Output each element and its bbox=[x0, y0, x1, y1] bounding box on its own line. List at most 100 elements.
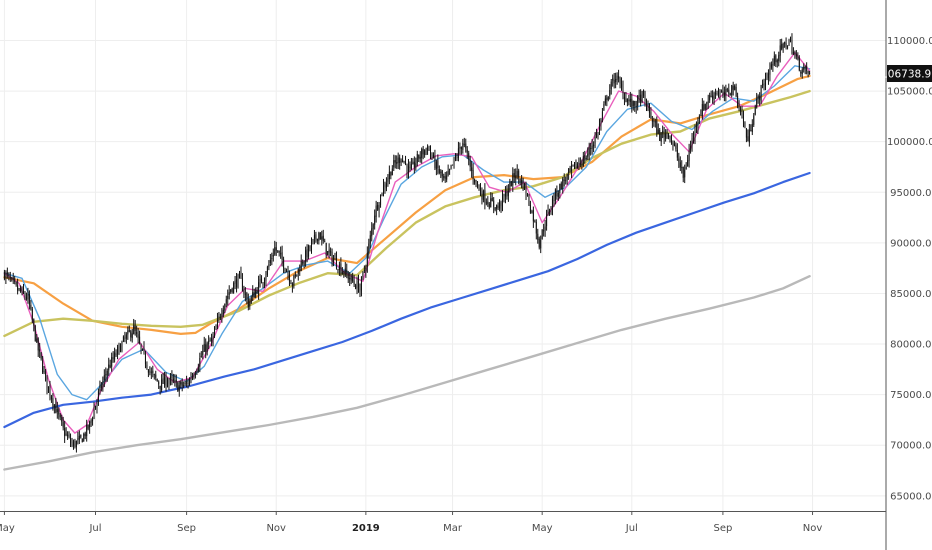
candle-body bbox=[584, 155, 586, 161]
candle-body bbox=[481, 193, 483, 200]
candle-body bbox=[191, 375, 193, 380]
candle-body bbox=[302, 262, 304, 264]
candle-body bbox=[303, 261, 305, 265]
candle-body bbox=[576, 164, 578, 169]
candle-body bbox=[121, 341, 123, 351]
candle-body bbox=[591, 145, 593, 150]
candle-body bbox=[140, 344, 142, 348]
candle-body bbox=[172, 378, 174, 381]
candle-body bbox=[750, 129, 752, 131]
candle-body bbox=[380, 194, 382, 205]
candle-body bbox=[716, 93, 718, 95]
price-tick-label: 70000.00 bbox=[890, 441, 932, 452]
candle-body bbox=[128, 329, 130, 332]
candle-body bbox=[372, 224, 374, 229]
candle-body bbox=[446, 175, 448, 180]
candle-body bbox=[374, 215, 376, 225]
candle-body bbox=[119, 346, 121, 353]
candle-body bbox=[353, 280, 355, 285]
candle-body bbox=[45, 371, 47, 376]
candle-body bbox=[798, 57, 800, 71]
candle-body bbox=[93, 409, 95, 419]
candle-body bbox=[331, 251, 333, 263]
candle-body bbox=[233, 283, 235, 293]
candle-body bbox=[186, 382, 188, 384]
candle-body bbox=[672, 142, 674, 145]
candle-body bbox=[167, 383, 169, 386]
candle-body bbox=[538, 238, 540, 248]
candle-body bbox=[215, 327, 217, 330]
candle-body bbox=[139, 336, 141, 344]
candle-body bbox=[453, 157, 455, 165]
candle-body bbox=[800, 72, 802, 74]
moving-average-line bbox=[3, 275, 811, 471]
candle-body bbox=[537, 233, 539, 240]
candle-body bbox=[256, 290, 258, 294]
candle-body bbox=[402, 159, 404, 163]
candle-body bbox=[491, 197, 493, 202]
candle-body bbox=[435, 161, 437, 169]
candle-body bbox=[421, 149, 423, 158]
candle-body bbox=[244, 293, 246, 295]
candle-body bbox=[766, 78, 768, 80]
candle-body bbox=[227, 295, 229, 299]
candle-body bbox=[529, 205, 531, 213]
candle-body bbox=[212, 336, 214, 340]
candle-body bbox=[377, 204, 379, 210]
candle-body bbox=[67, 434, 69, 437]
candle-body bbox=[512, 173, 514, 186]
candle-body bbox=[385, 183, 387, 189]
candle-body bbox=[522, 179, 524, 190]
candle-body bbox=[684, 169, 686, 178]
candle-body bbox=[296, 274, 298, 276]
candle-body bbox=[265, 276, 267, 281]
candle-body bbox=[381, 193, 383, 195]
candle-body bbox=[456, 157, 458, 159]
candle-body bbox=[71, 443, 73, 445]
moving-average-line bbox=[3, 51, 811, 434]
candle-body bbox=[288, 274, 290, 282]
candle-body bbox=[153, 374, 155, 376]
candle-body bbox=[741, 108, 743, 118]
candle-body bbox=[287, 271, 289, 275]
candle-body bbox=[688, 150, 690, 162]
candle-body bbox=[334, 258, 336, 261]
candle-body bbox=[378, 205, 380, 211]
candle-body bbox=[158, 381, 160, 385]
candle-body bbox=[155, 374, 157, 378]
candle-body bbox=[222, 309, 224, 315]
candle-body bbox=[335, 258, 337, 269]
candle-body bbox=[525, 184, 527, 196]
candle-body bbox=[781, 43, 783, 50]
candle-body bbox=[194, 373, 196, 376]
moving-average-line bbox=[3, 89, 811, 338]
candle-body bbox=[162, 378, 164, 384]
candle-body bbox=[46, 375, 48, 388]
candle-body bbox=[259, 278, 261, 282]
candle-body bbox=[700, 115, 702, 117]
candle-body bbox=[569, 168, 571, 171]
candle-body bbox=[84, 433, 86, 436]
candle-body bbox=[549, 211, 551, 213]
candle-body bbox=[654, 121, 656, 123]
candle-body bbox=[246, 292, 248, 299]
candle-body bbox=[559, 183, 561, 194]
candle-body bbox=[553, 199, 555, 201]
price-tick-label: 75000.00 bbox=[890, 390, 932, 401]
candle-body bbox=[747, 136, 749, 142]
candle-body bbox=[704, 103, 706, 110]
candle-body bbox=[137, 334, 139, 338]
candle-body bbox=[405, 161, 407, 164]
candle-body bbox=[625, 98, 627, 103]
candle-body bbox=[673, 143, 675, 147]
candle-body bbox=[47, 386, 49, 388]
candle-body bbox=[594, 136, 596, 144]
candle-body bbox=[309, 246, 311, 249]
candle-body bbox=[419, 156, 421, 159]
candle-body bbox=[308, 245, 310, 257]
candle-body bbox=[243, 291, 245, 294]
candle-body bbox=[488, 203, 490, 208]
candle-body bbox=[197, 366, 199, 372]
candle-body bbox=[472, 169, 474, 179]
candle-body bbox=[150, 371, 152, 373]
